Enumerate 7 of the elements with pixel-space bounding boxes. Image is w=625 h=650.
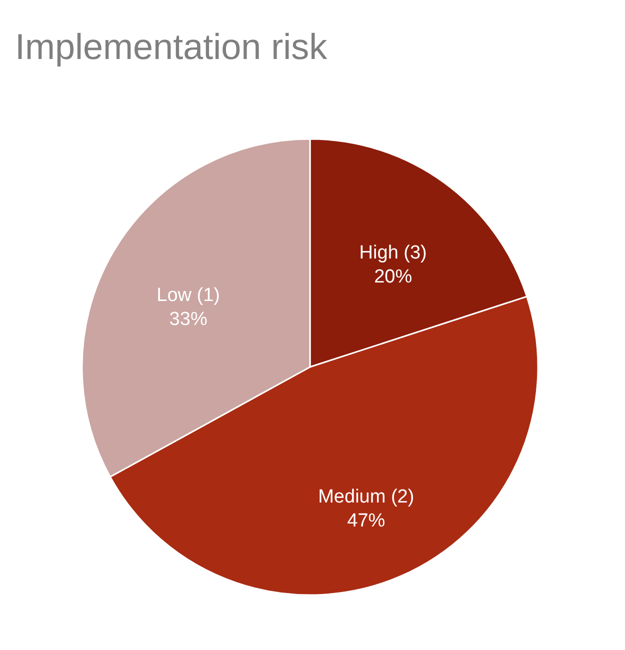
slice-label: High (3) [359,242,427,264]
data-label: 20% [374,266,412,288]
chart-title: Implementation risk [15,26,328,67]
data-label: 33% [169,309,208,330]
slice-label: Low (1) [156,285,220,306]
slice-label: Medium (2) [318,486,414,508]
data-label: 47% [347,510,386,532]
